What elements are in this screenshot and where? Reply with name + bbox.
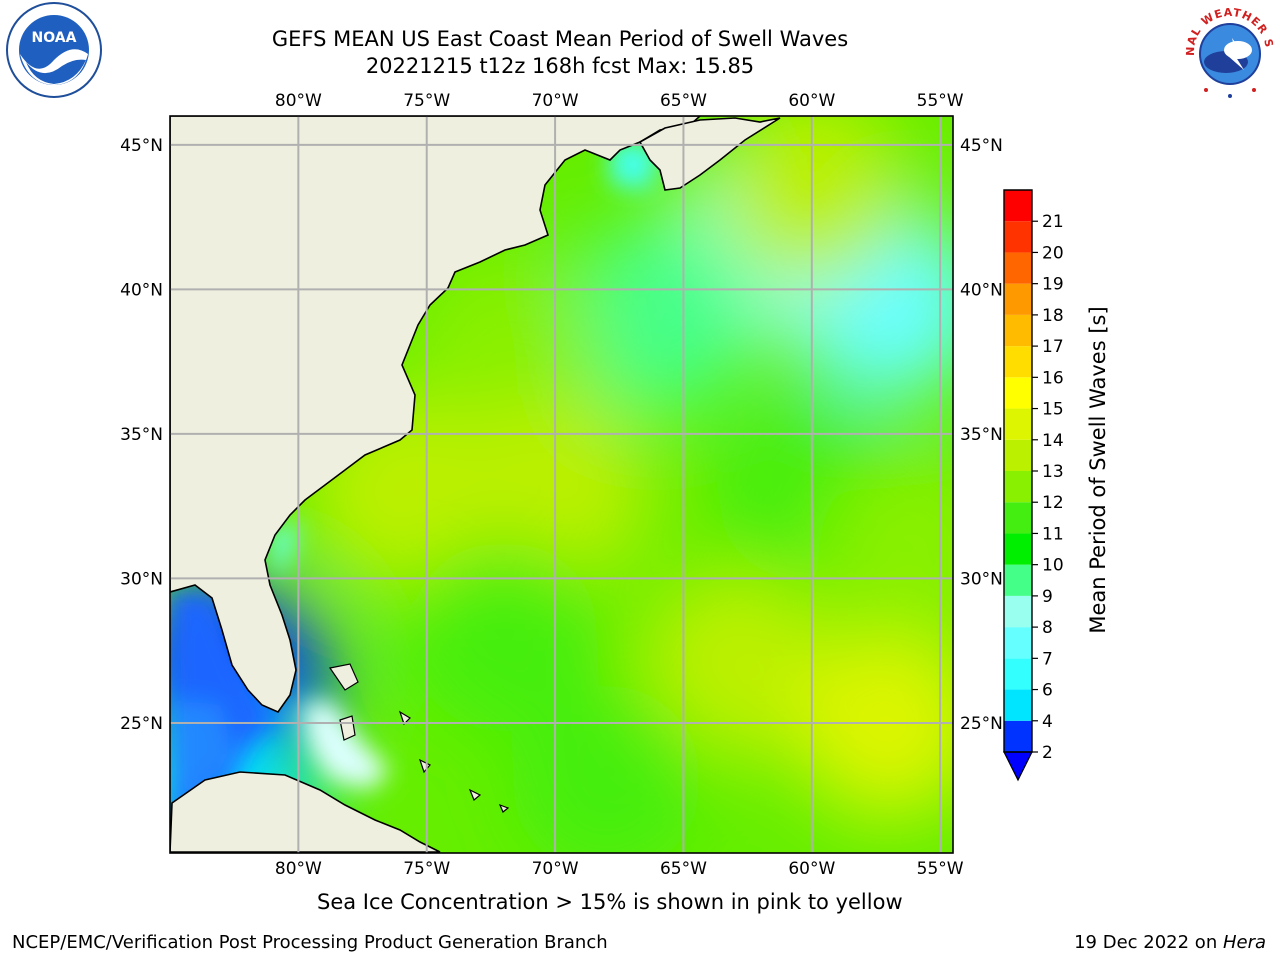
colorbar-segment: [1004, 471, 1032, 503]
colorbar-tick-label: 9: [1042, 587, 1053, 607]
noaa-logo-text: NOAA: [32, 30, 77, 46]
field-cell-7: [639, 570, 830, 761]
lon-label-bottom: 70°W: [532, 859, 579, 879]
land-cuba: [170, 771, 441, 853]
footer-host: Hera: [1222, 932, 1266, 953]
field-cell-4: [408, 252, 599, 443]
lon-label-bottom: 55°W: [917, 859, 964, 879]
longitude-labels-bottom: 80°W 75°W 70°W 65°W 60°W 55°W: [275, 859, 964, 879]
lon-label-top: 65°W: [660, 91, 707, 111]
footer-credit: NCEP/EMC/Verification Post Processing Pr…: [12, 932, 608, 953]
colorbar-segment: [1004, 595, 1032, 628]
colorbar-tick-label: 6: [1042, 681, 1053, 701]
colorbar-tick-label: 15: [1042, 400, 1064, 420]
colorbar-tick-label: 12: [1042, 493, 1064, 513]
field-cell-10: [511, 685, 702, 853]
map-frame: [169, 115, 954, 854]
lon-label-bottom: 80°W: [275, 859, 322, 879]
land-north-america: [170, 116, 702, 713]
colorbar-segment: [1004, 283, 1032, 315]
nws-logo: NATIONAL WEATHER SERVICE: [1180, 2, 1277, 99]
colorbar-segment: [1004, 252, 1032, 284]
footer-date: 19 Dec 2022 on Hera: [1074, 932, 1266, 953]
colorbar-segment: [1004, 564, 1032, 596]
colorbar-segment: [1004, 314, 1032, 347]
colorbar-segment: [1004, 720, 1032, 752]
noaa-logo: NOAA: [6, 2, 102, 98]
colorbar-segment: [1004, 190, 1032, 222]
colorbar-segment: [1004, 377, 1032, 409]
colorbar-title: Mean Period of Swell Waves [s]: [1086, 306, 1110, 634]
colorbar-tick-label: 14: [1042, 431, 1064, 451]
colorbar-tick-label: 10: [1042, 556, 1064, 576]
colorbar-segment: [1004, 627, 1032, 659]
lon-label-top: 55°W: [917, 91, 964, 111]
colorbar-segments: [1003, 189, 1033, 782]
lat-label-right: 45°N: [960, 136, 1003, 156]
colorbar-tick-label: 16: [1042, 368, 1064, 388]
field-cell-9: [408, 541, 599, 732]
colorbar-tick-label: 7: [1042, 649, 1053, 669]
lat-label-right: 25°N: [960, 714, 1003, 734]
colorbar-segment: [1004, 221, 1032, 253]
colorbar-segment: [1004, 439, 1032, 471]
colorbar-tick-label: 8: [1042, 618, 1053, 638]
plot-title: GEFS MEAN US East Coast Mean Period of S…: [271, 27, 849, 51]
colorbar-segment: [1004, 533, 1032, 565]
land-nova-scotia: [638, 117, 781, 191]
sea-ice-note: Sea Ice Concentration > 15% is shown in …: [317, 890, 903, 914]
lat-label-left: 30°N: [120, 569, 163, 589]
colorbar-segment: [1004, 408, 1032, 440]
colorbar-under-arrow: [1003, 751, 1033, 782]
colorbar-tick-label: 11: [1042, 524, 1064, 544]
colorbar-tick-label: 2: [1042, 743, 1053, 763]
colorbar-tick-label: 18: [1042, 306, 1064, 326]
lon-label-bottom: 75°W: [403, 859, 450, 879]
lat-label-left: 35°N: [120, 425, 163, 445]
colorbar: 2 4 6 7 8 9 10 11 12 13 14 15 16 17 18 19 20 21: [1003, 189, 1064, 782]
lon-label-top: 60°W: [788, 91, 835, 111]
plot-subtitle: 20221215 t12z 168h fcst Max: 15.85: [365, 54, 755, 78]
lat-label-right: 30°N: [960, 569, 1003, 589]
colorbar-tick-label: 21: [1042, 212, 1064, 232]
field-cell-12: [819, 454, 953, 645]
latitude-labels-left: 45°N 40°N 35°N 30°N 25°N: [120, 136, 163, 734]
longitude-labels-top: 80°W 75°W 70°W 65°W 60°W 55°W: [275, 91, 964, 111]
colorbar-segment: [1004, 502, 1032, 534]
colorbar-segment: [1004, 689, 1032, 721]
lat-label-right: 40°N: [960, 280, 1003, 300]
lon-label-bottom: 60°W: [788, 859, 835, 879]
lon-label-top: 80°W: [275, 91, 322, 111]
lon-label-top: 70°W: [532, 91, 579, 111]
field-cell-2: [562, 223, 753, 414]
colorbar-ticks: 2 4 6 7 8 9 10 11 12 13 14 15 16 17 18 19 20 21: [1032, 212, 1064, 763]
colorbar-tick-label: 4: [1042, 712, 1053, 732]
footer-date-text: 19 Dec 2022 on: [1074, 932, 1223, 953]
lat-label-right: 35°N: [960, 425, 1003, 445]
colorbar-tick-label: 19: [1042, 275, 1064, 295]
lat-label-left: 45°N: [120, 136, 163, 156]
latitude-labels-right: 45°N 40°N 35°N 30°N 25°N: [960, 136, 1003, 734]
map-graticule: [170, 116, 953, 853]
lon-label-top: 75°W: [403, 91, 450, 111]
colorbar-tick-label: 20: [1042, 243, 1064, 263]
lon-label-bottom: 65°W: [660, 859, 707, 879]
lat-label-left: 25°N: [120, 714, 163, 734]
colorbar-segment: [1004, 658, 1032, 690]
colorbar-tick-label: 17: [1042, 337, 1064, 357]
colorbar-tick-label: 13: [1042, 462, 1064, 482]
colorbar-segment: [1004, 346, 1032, 378]
lat-label-left: 40°N: [120, 280, 163, 300]
